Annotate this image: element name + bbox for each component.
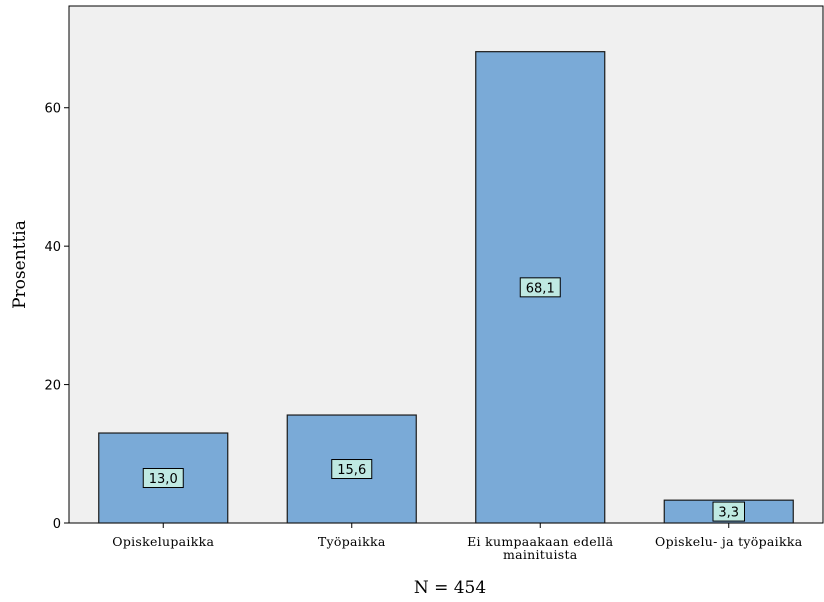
x-tick-label: Opiskelu- ja työpaikka	[655, 534, 803, 549]
data-label: 3,3	[718, 506, 739, 521]
data-label: 68,1	[526, 281, 555, 296]
x-tick-label: Työpaikka	[318, 534, 386, 549]
x-tick-label: Opiskelupaikka	[112, 534, 214, 549]
data-label: 13,0	[149, 472, 178, 487]
y-axis: 0 20 40 60	[44, 102, 69, 532]
y-tick-label: 20	[44, 379, 61, 394]
y-tick-label: 0	[53, 517, 61, 532]
x-tick-label: Ei kumpaakaan edellä mainituista	[467, 534, 613, 562]
data-label-box	[331, 459, 373, 480]
data-label: 15,6	[337, 463, 366, 478]
x-axis-title: N = 454	[414, 578, 486, 598]
data-label-box	[712, 501, 745, 522]
y-tick-label: 40	[44, 240, 61, 255]
data-labels-group: 13,0 15,6 68,1 3,3	[142, 277, 745, 522]
y-axis-title: Prosenttia	[10, 220, 30, 309]
data-label-box	[519, 277, 561, 298]
y-tick-label: 60	[44, 102, 61, 117]
x-axis: Opiskelupaikka Työpaikka Ei kumpaakaan ede…	[112, 523, 802, 562]
data-label-box	[142, 468, 184, 489]
